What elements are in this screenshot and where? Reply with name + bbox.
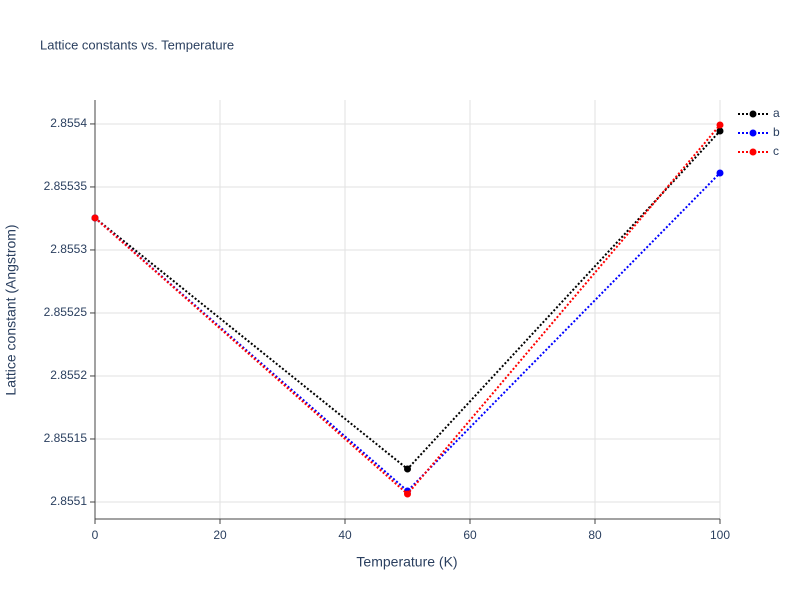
data-point (716, 169, 724, 177)
series-line (94, 172, 721, 493)
data-point (716, 121, 724, 129)
legend-label: a (773, 106, 780, 120)
x-axis-title: Temperature (K) (356, 554, 457, 570)
legend-marker (749, 148, 757, 156)
y-tick-label: 2.8551 (50, 494, 87, 508)
y-tick-label: 2.8552 (50, 368, 87, 382)
y-tick-label: 2.8553 (50, 242, 87, 256)
legend-label: c (773, 144, 779, 158)
y-tick-label: 2.85535 (44, 179, 88, 193)
x-tick-label: 40 (338, 528, 352, 542)
data-point (91, 214, 99, 222)
data-point (716, 127, 724, 135)
x-tick-label: 20 (213, 528, 227, 542)
y-tick-label: 2.85515 (44, 431, 88, 445)
data-point (404, 490, 411, 498)
legend-marker (749, 129, 757, 137)
x-tick-label: 60 (463, 528, 477, 542)
y-axis-title: Lattice constant (Angstrom) (3, 224, 19, 395)
x-tick-label: 80 (588, 528, 602, 542)
legend-marker (749, 110, 757, 118)
legend-label: b (773, 125, 780, 139)
x-tick-label: 0 (92, 528, 99, 542)
y-tick-label: 2.8554 (50, 116, 87, 130)
data-point (404, 465, 411, 473)
chart-title: Lattice constants vs. Temperature (40, 37, 234, 52)
x-tick-label: 100 (710, 528, 730, 542)
y-tick-label: 2.85525 (44, 305, 88, 319)
